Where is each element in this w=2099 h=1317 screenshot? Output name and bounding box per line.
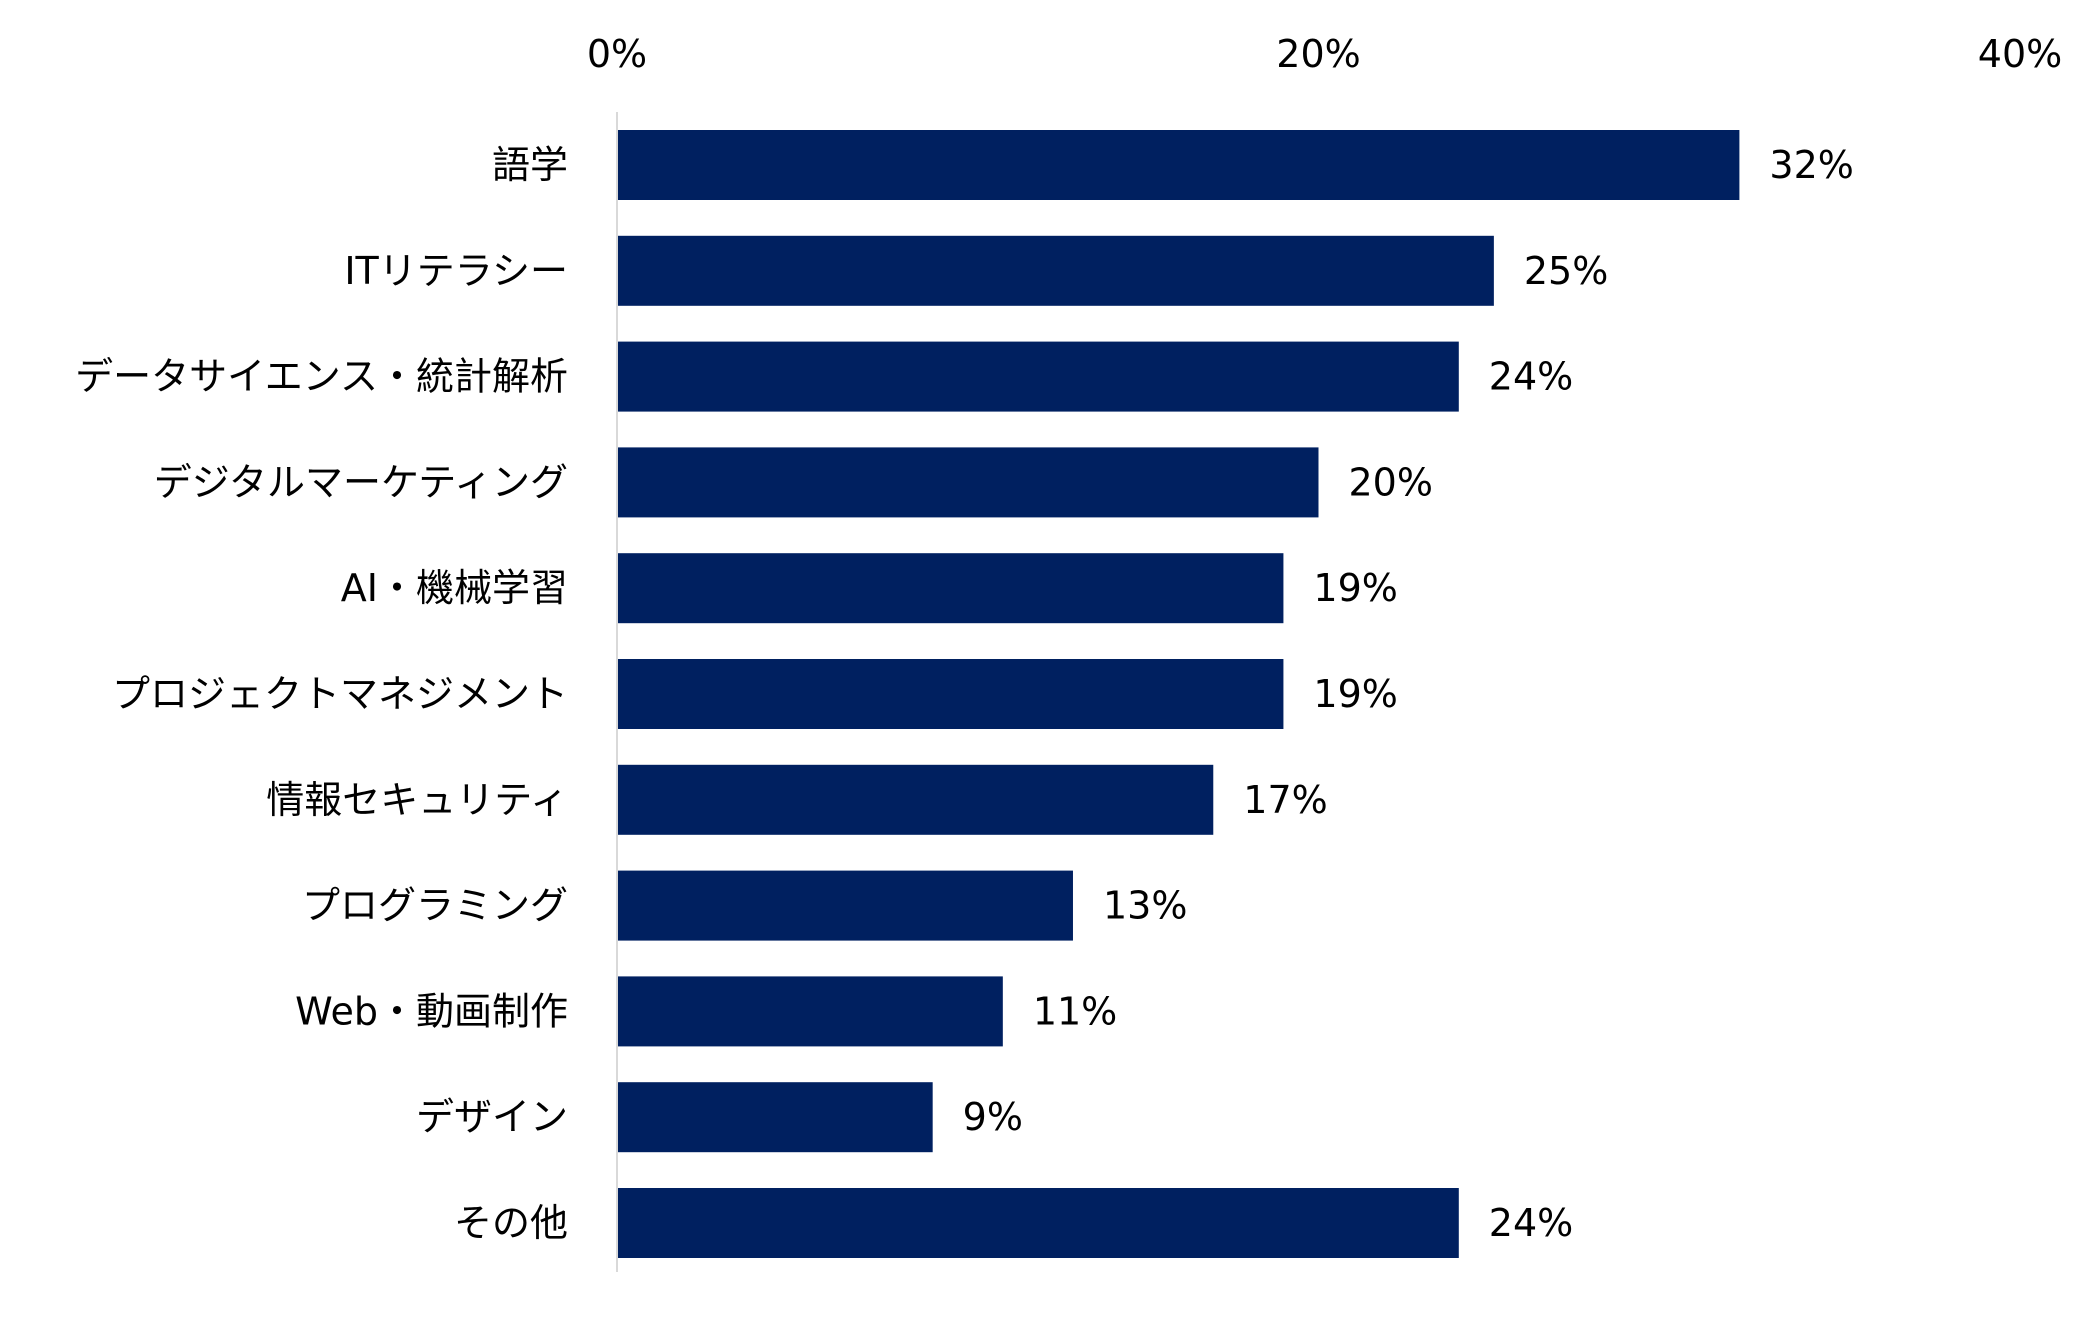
value-label: 20%: [1349, 460, 1433, 504]
value-label: 19%: [1313, 566, 1397, 610]
bar: [617, 341, 1459, 412]
category-label: その他: [454, 1201, 568, 1245]
value-label: 32%: [1769, 143, 1853, 187]
value-label: 24%: [1489, 1201, 1573, 1245]
value-label: 25%: [1524, 249, 1608, 293]
bar: [617, 659, 1284, 729]
category-label: プログラミング: [302, 884, 568, 928]
x-tick-label: 20%: [1276, 32, 1360, 76]
category-label: AI・機械学習: [341, 566, 568, 610]
value-label: 19%: [1313, 672, 1397, 716]
category-label: 語学: [492, 143, 568, 187]
bar: [617, 1188, 1459, 1258]
value-label: 24%: [1489, 355, 1573, 399]
category-label: Web・動画制作: [295, 989, 568, 1033]
bar: [617, 1082, 933, 1153]
category-label: デザイン: [416, 1095, 568, 1139]
bar: [617, 870, 1073, 941]
value-label: 9%: [963, 1095, 1023, 1139]
value-label: 17%: [1243, 778, 1327, 822]
category-label: 情報セキュリティ: [266, 778, 568, 822]
value-label: 13%: [1103, 884, 1187, 928]
category-label: プロジェクトマネジメント: [112, 672, 568, 716]
bar: [617, 447, 1319, 518]
bar: [617, 130, 1740, 200]
bar: [617, 553, 1284, 624]
bars: [617, 130, 1740, 1258]
x-tick-label: 0%: [587, 32, 647, 76]
bar: [617, 235, 1494, 306]
x-axis-ticks: 0% 20% 40%: [587, 32, 2062, 76]
category-label: データサイエンス・統計解析: [75, 355, 568, 399]
category-label: ITリテラシー: [344, 249, 568, 293]
bar: [617, 976, 1003, 1047]
bar: [617, 764, 1214, 835]
x-tick-label: 40%: [1978, 32, 2062, 76]
value-label: 11%: [1033, 989, 1117, 1033]
category-label: デジタルマーケティング: [154, 460, 568, 504]
value-labels: 32% 25% 24% 20% 19% 19% 17% 13% 11% 9% 24%: [963, 143, 1854, 1245]
